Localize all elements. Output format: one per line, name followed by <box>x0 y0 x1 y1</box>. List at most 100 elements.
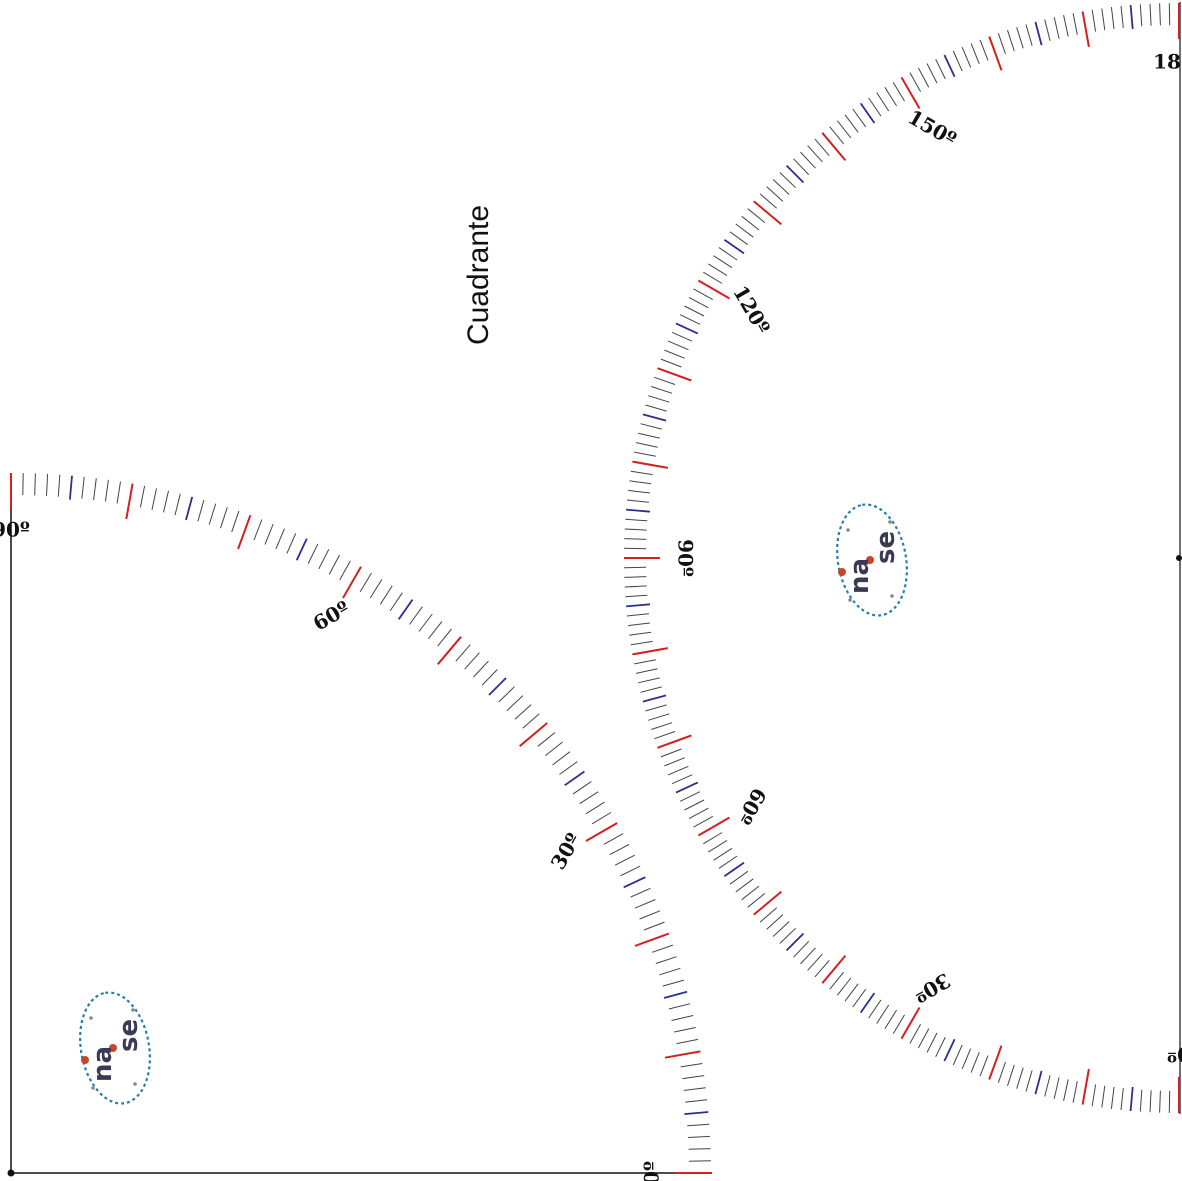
tick-five-degree <box>1034 1070 1043 1095</box>
tick-one-degree <box>643 921 665 931</box>
tick-one-degree <box>625 594 648 598</box>
logo-star-dot <box>846 528 850 532</box>
tick-one-degree <box>522 713 540 729</box>
tick-one-degree <box>651 386 673 394</box>
tick-one-degree <box>286 533 297 554</box>
tick-one-degree <box>635 668 658 674</box>
degree-label: 0º <box>1167 1043 1182 1067</box>
tick-one-degree <box>682 1075 705 1080</box>
tick-one-degree <box>917 1028 930 1049</box>
tick-one-degree <box>544 741 563 756</box>
tick-five-degree <box>1129 1086 1134 1111</box>
logo-orbit-ring <box>79 991 151 1105</box>
tick-one-degree <box>629 631 652 636</box>
tick-one-degree <box>703 832 723 845</box>
tick-one-degree <box>671 1015 694 1021</box>
tick-one-degree <box>514 704 532 720</box>
tick-one-degree <box>369 579 383 599</box>
tick-one-degree <box>836 120 852 139</box>
tick-one-degree <box>264 523 274 545</box>
tick-one-degree <box>1101 1085 1106 1108</box>
tick-one-degree <box>970 43 980 64</box>
tick-one-degree <box>766 186 784 202</box>
tick-one-degree <box>46 473 49 496</box>
tick-one-degree <box>307 543 319 564</box>
degree-label: 120º <box>728 281 775 338</box>
tick-one-degree <box>628 622 651 627</box>
degree-label: 90º <box>674 539 698 577</box>
tick-one-degree <box>1025 1070 1033 1092</box>
degree-label: 0º <box>640 1161 664 1181</box>
tick-one-degree <box>626 499 649 503</box>
tick-one-degree <box>926 1032 938 1053</box>
tick-five-degree <box>859 992 876 1014</box>
semicircle-scale <box>624 3 1180 1113</box>
tick-one-degree <box>759 907 778 923</box>
tick-one-degree <box>1072 1081 1078 1103</box>
tick-one-degree <box>671 331 693 342</box>
tick-one-degree <box>876 92 890 112</box>
tick-five-degree <box>642 413 667 422</box>
tick-one-degree <box>638 677 660 684</box>
logo-star-dot <box>890 594 894 598</box>
tick-one-degree <box>1016 27 1024 49</box>
semicircle-protractor: 0º 30º 60º 90º 120º 150º 180º <box>624 2 1182 1114</box>
page-title: Cuadrante <box>462 205 495 345</box>
tick-one-degree <box>741 885 760 901</box>
tick-one-degree <box>651 722 673 730</box>
tick-five-degree <box>785 164 805 184</box>
tick-one-degree <box>1025 24 1033 46</box>
tick-ten-degree <box>632 647 669 656</box>
tick-one-degree <box>635 442 658 448</box>
tick-one-degree <box>676 1038 699 1045</box>
semicircle-degree-labels: 0º 30º 60º 90º 120º 150º 180º <box>674 50 1182 1067</box>
tick-one-degree <box>1159 1090 1161 1113</box>
nase-logo: na se <box>79 991 151 1105</box>
tick-one-degree <box>626 613 649 617</box>
tick-one-degree <box>852 108 867 128</box>
tick-one-degree <box>389 592 403 612</box>
tick-one-degree <box>651 944 674 953</box>
tick-one-degree <box>624 585 647 588</box>
tick-one-degree <box>1149 1090 1152 1113</box>
tick-one-degree <box>679 314 701 325</box>
tick-one-degree <box>671 774 693 785</box>
tick-five-degree <box>675 322 699 335</box>
tick-one-degree <box>654 376 676 385</box>
tick-one-degree <box>614 854 635 866</box>
tick-one-degree <box>844 983 859 1002</box>
tick-five-degree <box>397 599 414 620</box>
degree-label: 150º <box>904 105 961 152</box>
tick-one-degree <box>625 518 648 522</box>
tick-one-degree <box>703 271 723 284</box>
tick-ten-degree <box>437 636 462 665</box>
degree-label: 30º <box>546 829 586 874</box>
tick-one-degree <box>630 887 651 898</box>
tick-five-degree <box>488 677 507 696</box>
tick-one-degree <box>868 999 882 1019</box>
tick-one-degree <box>481 669 498 686</box>
tick-ten-degree <box>657 367 692 382</box>
tick-one-degree <box>868 97 882 117</box>
degree-label: 60º <box>309 596 354 636</box>
tick-one-degree <box>328 554 341 575</box>
tick-one-degree <box>579 791 599 805</box>
tick-one-degree <box>1120 1088 1124 1111</box>
tick-one-degree <box>1063 14 1069 37</box>
tick-ten-degree <box>237 514 252 550</box>
tick-one-degree <box>952 50 963 72</box>
tick-one-degree <box>139 485 146 508</box>
tick-one-degree <box>1110 7 1115 30</box>
tick-one-degree <box>116 481 121 504</box>
tick-five-degree <box>1129 5 1134 30</box>
tick-one-degree <box>1044 19 1051 41</box>
tick-one-degree <box>961 1048 972 1070</box>
tick-five-degree <box>723 238 745 255</box>
tick-one-degree <box>909 1023 922 1044</box>
tick-ten-degree <box>342 566 362 599</box>
tick-one-degree <box>603 833 624 845</box>
degree-label: 90º <box>0 518 30 542</box>
tick-one-degree <box>359 572 372 593</box>
tick-five-degree <box>675 781 699 794</box>
